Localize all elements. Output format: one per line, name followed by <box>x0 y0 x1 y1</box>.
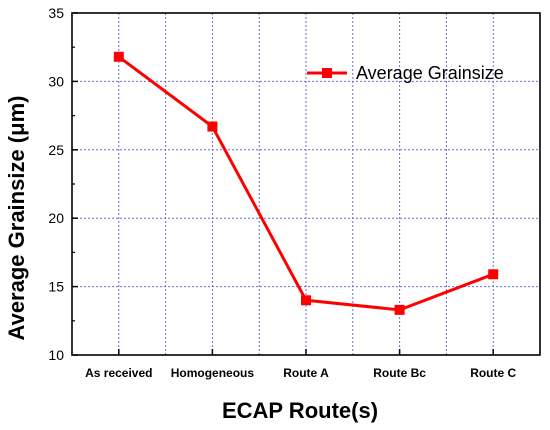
data-point-marker <box>488 269 499 280</box>
data-point-marker <box>394 304 405 315</box>
y-axis-title: Average Grainsize (μm) <box>4 96 29 341</box>
y-tick-label: 35 <box>48 5 64 21</box>
legend-label: Average Grainsize <box>356 63 504 83</box>
x-tick-label: Homogeneous <box>171 366 255 380</box>
legend-marker-square <box>322 68 332 78</box>
data-point-marker <box>301 295 311 306</box>
axis-ticks: 10 15 20 25 30 35 As received Homogeneous Route … <box>48 5 516 380</box>
y-tick-label: 20 <box>48 210 64 226</box>
data-point-marker <box>207 121 218 132</box>
x-tick-label: Route A <box>283 366 329 380</box>
x-axis-title: ECAP Route(s) <box>222 398 378 423</box>
x-tick-label: Route C <box>470 366 516 380</box>
x-tick-label: Route Bc <box>373 366 426 380</box>
y-tick-label: 30 <box>48 73 64 89</box>
legend: Average Grainsize <box>307 63 504 83</box>
x-tick-label: As received <box>85 366 152 380</box>
y-tick-label: 10 <box>48 347 64 363</box>
series-layer <box>113 51 499 315</box>
data-point-marker <box>113 51 124 62</box>
y-tick-label: 15 <box>48 279 64 295</box>
y-tick-label: 25 <box>48 142 64 158</box>
